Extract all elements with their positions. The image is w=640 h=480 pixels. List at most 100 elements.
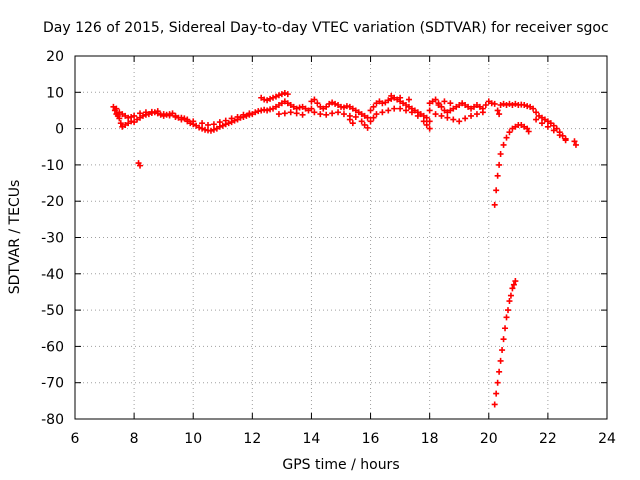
data-point (116, 115, 123, 122)
data-point (432, 111, 439, 118)
data-point (473, 111, 480, 118)
data-point (199, 125, 206, 132)
data-point (521, 102, 528, 109)
data-point (503, 314, 510, 321)
data-point (533, 109, 540, 116)
data-point (503, 102, 510, 109)
data-point (509, 102, 516, 109)
y-tick-label: -60 (41, 339, 64, 355)
data-point (252, 109, 259, 116)
data-point (210, 121, 217, 128)
y-tick-label: -10 (41, 158, 64, 174)
data-point (444, 114, 451, 121)
data-point (314, 100, 321, 107)
data-point (500, 141, 507, 148)
data-point (435, 102, 442, 109)
data-point (509, 285, 516, 292)
data-point (113, 105, 120, 112)
data-point (154, 108, 161, 115)
data-point (128, 113, 135, 120)
x-tick-label: 22 (539, 431, 557, 447)
data-point (196, 124, 203, 131)
y-tick-label: 0 (55, 122, 64, 138)
x-tick-label: 6 (71, 431, 80, 447)
data-point (506, 298, 513, 305)
data-point (240, 111, 247, 118)
data-point (562, 137, 569, 144)
data-point (323, 103, 330, 110)
data-point (373, 111, 380, 118)
data-point (496, 111, 503, 118)
data-point (349, 120, 356, 127)
data-point (364, 114, 371, 121)
x-tick-label: 14 (303, 431, 321, 447)
data-point (468, 112, 475, 119)
x-tick-label: 24 (598, 431, 616, 447)
x-tick-label: 16 (362, 431, 380, 447)
data-point (166, 112, 173, 119)
data-point (317, 111, 324, 118)
data-point (572, 141, 579, 148)
data-point (571, 138, 578, 145)
y-tick-label: -80 (41, 412, 64, 428)
data-point (530, 105, 537, 112)
data-point (160, 111, 167, 118)
data-point (346, 116, 353, 123)
data-point (533, 116, 540, 123)
data-point (184, 116, 191, 123)
data-point (284, 91, 291, 98)
data-point (423, 114, 430, 121)
data-point (426, 107, 433, 114)
data-point (497, 151, 504, 158)
grid-lines (75, 56, 607, 419)
data-point (504, 307, 511, 314)
data-point (497, 102, 504, 109)
x-axis-label: GPS time / hours (282, 457, 399, 473)
data-point (494, 107, 501, 114)
data-point (148, 108, 155, 115)
data-point (228, 115, 235, 122)
data-point (397, 105, 404, 112)
data-point (525, 128, 532, 135)
data-point (502, 325, 509, 332)
data-point (332, 100, 339, 107)
data-point (408, 109, 415, 116)
data-point (234, 113, 241, 120)
data-point (270, 94, 277, 101)
data-point (329, 110, 336, 117)
data-point (190, 118, 197, 125)
data-point (550, 127, 557, 134)
data-point (479, 109, 486, 116)
data-point (500, 100, 507, 107)
data-point (507, 292, 514, 299)
y-axis-label: SDTVAR / TECUs (7, 180, 23, 295)
y-tick-labels: 20 10 0 -10 -20 -30 -40 -50 -60 -70 -80 (41, 49, 64, 428)
data-point (205, 121, 211, 128)
data-point (370, 103, 377, 110)
data-point (222, 117, 229, 124)
data-point (500, 336, 507, 343)
data-point (352, 113, 359, 120)
data-point (403, 107, 410, 114)
data-point (207, 127, 214, 134)
data-point (199, 120, 206, 127)
data-point (311, 96, 318, 103)
y-tick-label: -50 (41, 303, 64, 319)
data-point (388, 92, 395, 99)
data-point (379, 109, 386, 116)
data-point (493, 390, 500, 397)
data-point (216, 119, 223, 126)
data-point (462, 115, 469, 122)
y-tick-label: -30 (41, 231, 64, 247)
data-point (391, 105, 398, 112)
data-point (544, 123, 551, 130)
data-point (497, 357, 504, 364)
data-point (137, 162, 144, 169)
data-point (491, 201, 498, 208)
data-point (438, 112, 445, 119)
data-point (281, 110, 288, 117)
chart-title: Day 126 of 2015, Sidereal Day-to-day VTE… (43, 20, 609, 36)
data-point (423, 121, 430, 128)
data-point (491, 401, 498, 408)
